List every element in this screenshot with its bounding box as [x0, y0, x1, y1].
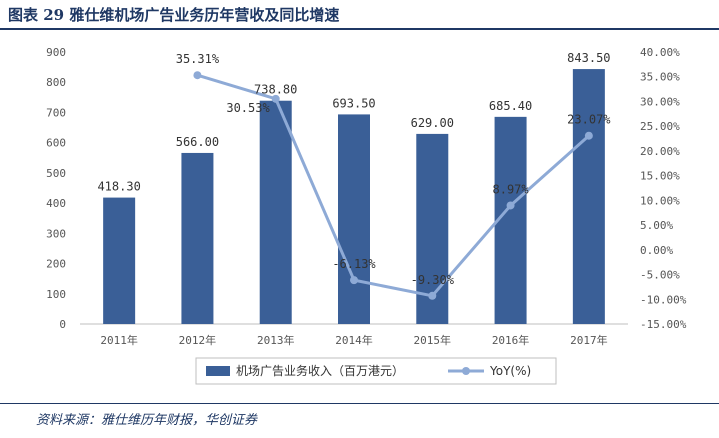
- y-left-tick-label: 400: [46, 197, 66, 210]
- y-right-tick-label: 25.00%: [640, 120, 680, 133]
- y-right-tick-label: 35.00%: [640, 71, 680, 84]
- y-right-tick-label: 30.00%: [640, 95, 680, 108]
- y-left-tick-label: 900: [46, 46, 66, 59]
- y-right-tick-label: 20.00%: [640, 145, 680, 158]
- yoy-point: [506, 201, 515, 210]
- y-left-tick-label: 100: [46, 288, 66, 301]
- x-tick-label: 2012年: [179, 333, 217, 347]
- yoy-point: [193, 71, 202, 80]
- yoy-value-label: -9.30%: [411, 273, 455, 287]
- revenue-bar: [259, 100, 292, 324]
- bar-value-label: 629.00: [411, 116, 454, 130]
- yoy-point: [271, 94, 280, 103]
- revenue-bar: [103, 197, 136, 324]
- yoy-value-label: 8.97%: [493, 182, 530, 196]
- bar-value-label: 693.50: [332, 96, 375, 110]
- figure-title: 图表 29 雅仕维机场广告业务历年营收及同比增速: [8, 6, 340, 24]
- data-labels: 418.30 566.00 738.80 693.50 629.00 685.40 843.…: [97, 51, 611, 287]
- y-left-tick-label: 700: [46, 106, 66, 119]
- x-tick-label: 2015年: [414, 333, 452, 347]
- legend-bar-label: 机场广告业务收入（百万港元）: [236, 363, 404, 378]
- yoy-value-label: 23.07%: [567, 113, 611, 127]
- chart-legend: 机场广告业务收入（百万港元） YoY(%): [195, 357, 557, 385]
- legend-bar-swatch: [206, 366, 230, 376]
- revenue-bar: [572, 69, 605, 324]
- bar-value-label: 566.00: [176, 135, 219, 149]
- source-note: 资料来源：雅仕维历年财报，华创证券: [36, 413, 258, 428]
- x-tick-label: 2016年: [492, 333, 530, 347]
- revenue-bar: [338, 114, 370, 324]
- yoy-line: [196, 73, 590, 298]
- y-right-tick-label: 5.00%: [640, 219, 673, 232]
- bar-value-label: 418.30: [97, 180, 140, 194]
- yoy-value-label: 35.31%: [176, 52, 220, 66]
- x-tick-label: 2013年: [257, 333, 295, 347]
- y-left-tick-label: 200: [46, 258, 66, 271]
- chart-axes: 2011年 2012年 2013年 2014年 2015年 2016年 2017年 0 100 2…: [46, 46, 687, 347]
- bar-value-label: 685.40: [489, 99, 532, 113]
- source-rule: [0, 403, 719, 404]
- legend-line-label: YoY(%): [489, 364, 531, 378]
- bar-value-label: 843.50: [567, 51, 610, 65]
- y-left-tick-label: 800: [46, 76, 66, 89]
- y-left-tick-label: 0: [59, 318, 66, 331]
- y-left-tick-label: 600: [46, 137, 66, 150]
- yoy-point: [428, 291, 437, 300]
- y-right-tick-label: 0.00%: [640, 244, 673, 257]
- x-tick-label: 2011年: [100, 333, 138, 347]
- x-tick-label: 2014年: [335, 333, 373, 347]
- y-right-tick-label: -5.00%: [640, 269, 680, 282]
- y-right-tick-label: -15.00%: [640, 318, 687, 331]
- y-right-tick-label: 10.00%: [640, 194, 680, 207]
- legend-line-marker: [462, 367, 470, 375]
- yoy-point: [350, 276, 358, 285]
- revenue-bar: [494, 116, 527, 324]
- yoy-line-series: [193, 71, 593, 300]
- combo-chart: 2011年 2012年 2013年 2014年 2015年 2016年 2017年 0 100 2…: [46, 46, 687, 385]
- bar-value-label: 738.80: [254, 83, 297, 97]
- yoy-value-label: 30.53%: [226, 101, 270, 115]
- y-right-tick-label: 15.00%: [640, 170, 680, 183]
- y-left-tick-label: 500: [46, 167, 66, 180]
- revenue-bar: [181, 152, 214, 324]
- x-tick-label: 2017年: [570, 333, 608, 347]
- title-rule: [0, 28, 719, 30]
- yoy-value-label: -6.13%: [332, 257, 376, 271]
- y-right-tick-label: -10.00%: [640, 293, 687, 306]
- y-right-tick-label: 40.00%: [640, 46, 680, 59]
- y-left-tick-label: 300: [46, 227, 66, 240]
- yoy-point: [584, 131, 593, 140]
- legend-box: [195, 357, 557, 385]
